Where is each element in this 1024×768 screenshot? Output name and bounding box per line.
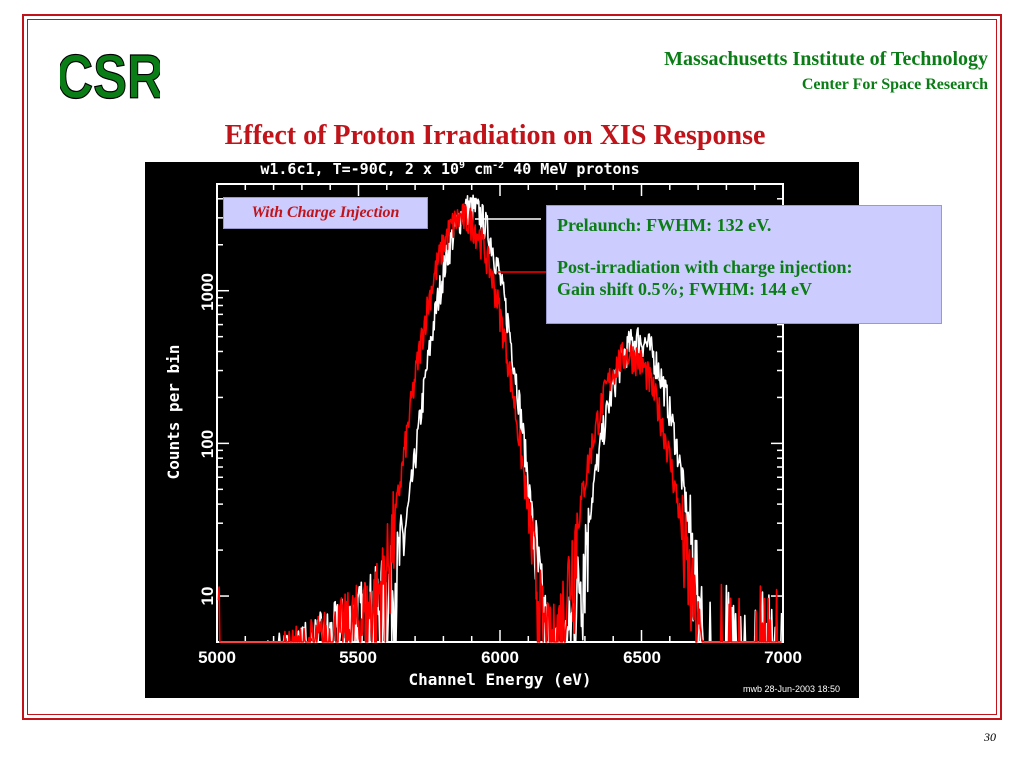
plot-title-mid: cm: [465, 160, 493, 178]
x-tick-label: 5000: [198, 648, 236, 667]
callout-post-text: Post-irradiation with charge injection:: [557, 257, 853, 277]
plot-title-suffix: 40 MeV protons: [504, 160, 640, 178]
y-tick-label: 10: [198, 586, 217, 606]
csr-logo: CSR: [60, 43, 160, 106]
x-axis-label: Channel Energy (eV): [408, 670, 592, 689]
plot-title-exp2: -2: [492, 160, 505, 171]
spectrum-plot: [216, 183, 784, 643]
org-name: Massachusetts Institute of Technology: [664, 48, 988, 70]
callout-prelaunch-text: Prelaunch: FWHM: 132 eV.: [557, 215, 772, 235]
x-tick-label: 7000: [764, 648, 802, 667]
callout-charge-injection-text: With Charge Injection: [251, 204, 400, 221]
y-tick-label: 1000: [198, 273, 217, 311]
logo-text: CSR: [60, 43, 160, 106]
callout-charge-injection: With Charge Injection: [223, 197, 428, 229]
callout-fwhm-summary: Prelaunch: FWHM: 132 eV. Post-irradiatio…: [546, 205, 942, 324]
series-line-post-irradiation: [217, 203, 782, 643]
y-axis-label: Counts per bin: [164, 344, 183, 480]
x-tick-label: 6000: [481, 648, 519, 667]
plot-title: w1.6c1, T=-90C, 2 x 109 cm-2 40 MeV prot…: [150, 160, 750, 178]
x-tick-label: 5500: [339, 648, 377, 667]
callout-gain-text: Gain shift 0.5%; FWHM: 144 eV: [557, 279, 812, 299]
plot-title-prefix: w1.6c1, T=-90C, 2 x 10: [260, 160, 460, 178]
slide-frame-outer: [22, 14, 1002, 720]
plot-title-exp1: 9: [459, 160, 466, 171]
y-tick-label: 100: [198, 429, 217, 459]
page-number: 30: [984, 730, 996, 744]
org-subtitle: Center For Space Research: [801, 76, 988, 93]
x-tick-label: 6500: [623, 648, 661, 667]
slide-frame-inner: [27, 19, 997, 715]
plot-timestamp: mwb 28-Jun-2003 18:50: [743, 684, 841, 694]
slide-title: Effect of Proton Irradiation on XIS Resp…: [224, 120, 766, 151]
